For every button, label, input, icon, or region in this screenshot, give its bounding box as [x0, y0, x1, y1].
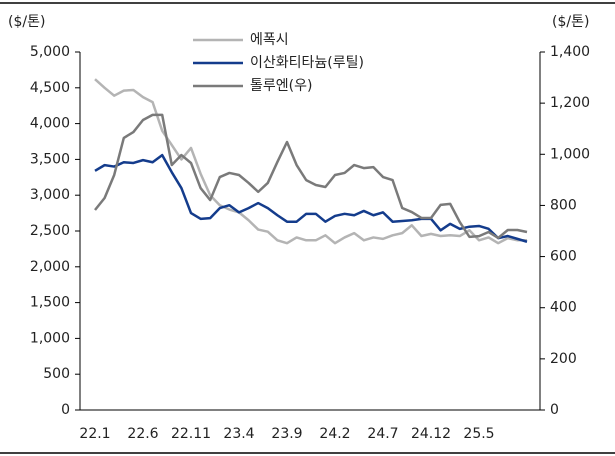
y-tick-label: 0: [61, 402, 70, 418]
x-tick-label: 24.2: [319, 426, 350, 442]
y2-axis-label: ($/톤): [552, 14, 589, 30]
y-tick-label: 3,000: [30, 187, 70, 203]
y-tick-label: 1,000: [30, 330, 70, 346]
y2-tick-label: 600: [550, 249, 577, 265]
x-tick-label: 22.1: [79, 426, 110, 442]
y-tick-label: 2,500: [30, 223, 70, 239]
y-tick-label: 2,000: [30, 259, 70, 275]
y-tick-label: 500: [43, 366, 70, 382]
x-tick-label: 23.4: [223, 426, 254, 442]
y2-tick-label: 1,200: [550, 95, 590, 111]
y2-tick-label: 800: [550, 197, 577, 213]
x-tick-label: 24.12: [411, 426, 451, 442]
y-axis-label: ($/톤): [8, 14, 45, 30]
y-tick-label: 5,000: [30, 44, 70, 60]
y2-tick-label: 0: [550, 402, 559, 418]
x-tick-label: 23.9: [271, 426, 302, 442]
x-tick-label: 22.11: [171, 426, 211, 442]
legend-label: 에폭시: [250, 32, 289, 48]
legend-label: 톨루엔(우): [250, 78, 312, 94]
y2-tick-label: 1,400: [550, 44, 590, 60]
series-line: [94, 78, 527, 245]
y-tick-label: 4,000: [30, 116, 70, 132]
x-tick-label: 22.6: [127, 426, 158, 442]
legend-label: 이산화티타늄(루틸): [250, 55, 364, 71]
y-tick-label: 1,500: [30, 295, 70, 311]
y2-tick-label: 400: [550, 300, 577, 316]
x-tick-label: 24.7: [367, 426, 398, 442]
series-line: [94, 153, 528, 243]
y-tick-label: 3,500: [30, 151, 70, 167]
y2-tick-label: 200: [550, 351, 577, 367]
y-tick-label: 4,500: [30, 80, 70, 96]
series-line: [94, 113, 528, 240]
y2-tick-label: 1,000: [550, 146, 590, 162]
x-tick-label: 25.5: [463, 426, 494, 442]
